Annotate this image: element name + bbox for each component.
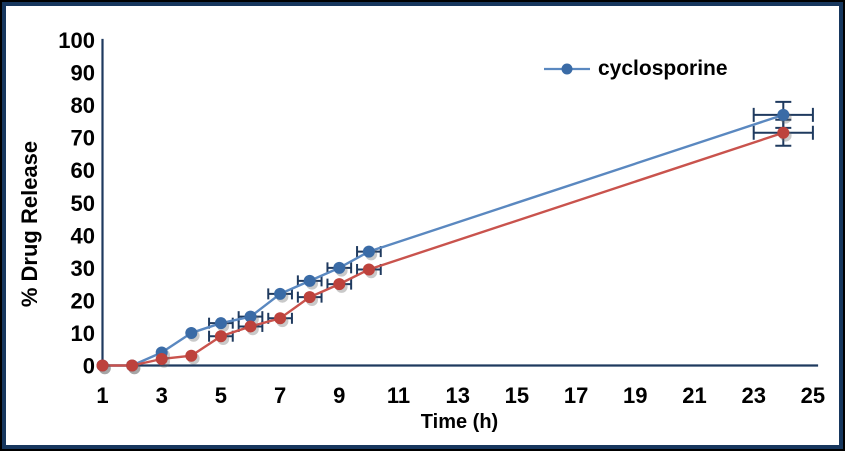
y-tick-label: 40 [71, 223, 95, 248]
x-tick-label: 13 [445, 383, 469, 408]
series-line-comparator [101, 131, 785, 367]
x-tick-label: 17 [564, 383, 588, 408]
legend-marker-icon [544, 63, 590, 75]
y-tick-label: 70 [71, 126, 95, 151]
x-tick-label: 25 [801, 383, 825, 408]
y-tick-label: 60 [71, 158, 95, 183]
x-tick-label: 19 [623, 383, 647, 408]
x-tick-label: 1 [96, 383, 108, 408]
x-tick-label: 15 [505, 383, 529, 408]
y-tick-label: 100 [58, 28, 95, 53]
x-axis-title: Time (h) [420, 411, 499, 433]
data-point-comparator [155, 352, 168, 365]
data-point-cyclosporine [303, 274, 316, 287]
data-point-comparator [126, 359, 139, 372]
y-tick-label: 90 [71, 61, 95, 86]
x-tick-label: 7 [274, 383, 286, 408]
data-point-cyclosporine [777, 108, 790, 121]
x-tick-label: 5 [215, 383, 227, 408]
legend-marker-dot [561, 63, 573, 75]
data-point-comparator [303, 291, 316, 304]
data-point-comparator [362, 263, 375, 276]
x-tick-label: 23 [741, 383, 765, 408]
data-point-cyclosporine [244, 310, 257, 323]
y-tick-label: 10 [71, 321, 95, 346]
legend: cyclosporine [543, 57, 728, 81]
y-tick-label: 0 [83, 354, 95, 379]
x-tick-label: 21 [682, 383, 706, 408]
x-tick-label: 3 [156, 383, 168, 408]
data-point-cyclosporine [333, 261, 346, 274]
y-axis-title: % Drug Release [17, 140, 42, 308]
data-point-cyclosporine [214, 317, 227, 330]
y-tick-label: 20 [71, 288, 95, 313]
data-point-comparator [214, 330, 227, 343]
data-point-cyclosporine [274, 287, 287, 300]
y-tick-label: 50 [71, 191, 95, 216]
data-point-comparator [777, 126, 790, 139]
data-point-cyclosporine [185, 326, 198, 339]
y-tick-label: 30 [71, 256, 95, 281]
data-point-comparator [96, 359, 109, 372]
x-tick-label: 11 [387, 383, 410, 408]
data-point-cyclosporine [362, 245, 375, 258]
data-point-comparator [244, 320, 257, 333]
y-tick-label: 80 [71, 93, 95, 118]
legend-label: cyclosporine [598, 57, 728, 80]
data-point-comparator [274, 312, 287, 325]
data-point-comparator [333, 278, 346, 291]
data-point-comparator [185, 349, 198, 362]
series-line-cyclosporine [101, 113, 785, 367]
x-tick-label: 9 [333, 383, 345, 408]
